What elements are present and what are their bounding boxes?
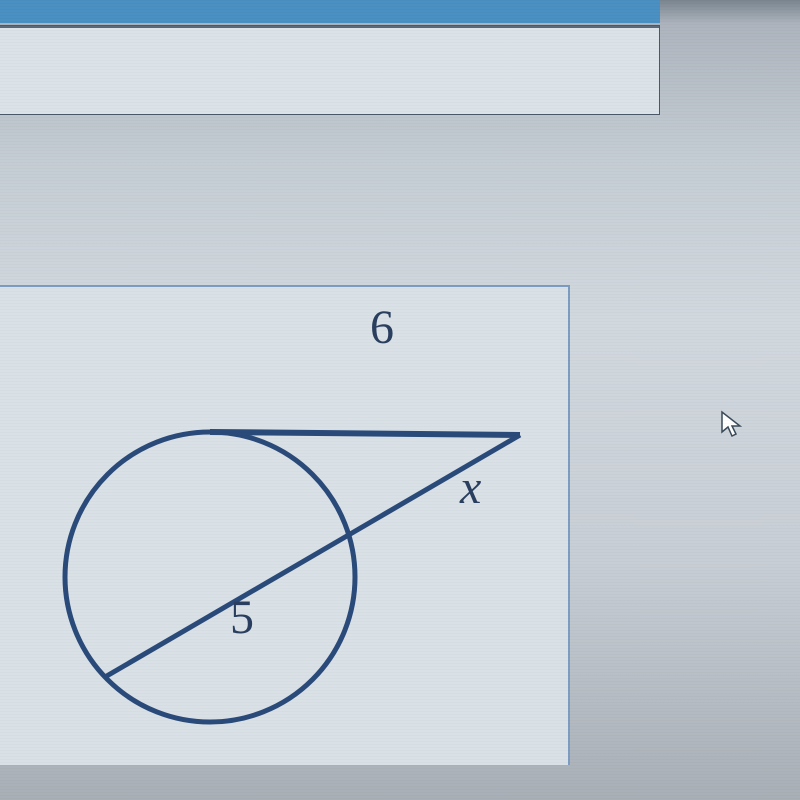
external-secant-label: x <box>460 460 481 515</box>
chord-length-label: 5 <box>230 590 254 645</box>
tangent-segment <box>210 432 520 435</box>
mouse-cursor-icon <box>720 410 744 440</box>
tangent-secant-diagram <box>0 287 570 767</box>
top-accent-bar <box>0 0 660 23</box>
geometry-diagram-panel <box>0 285 570 765</box>
answer-input-frame[interactable] <box>0 25 660 115</box>
tangent-length-label: 6 <box>370 300 394 355</box>
circle-shape <box>65 432 355 722</box>
